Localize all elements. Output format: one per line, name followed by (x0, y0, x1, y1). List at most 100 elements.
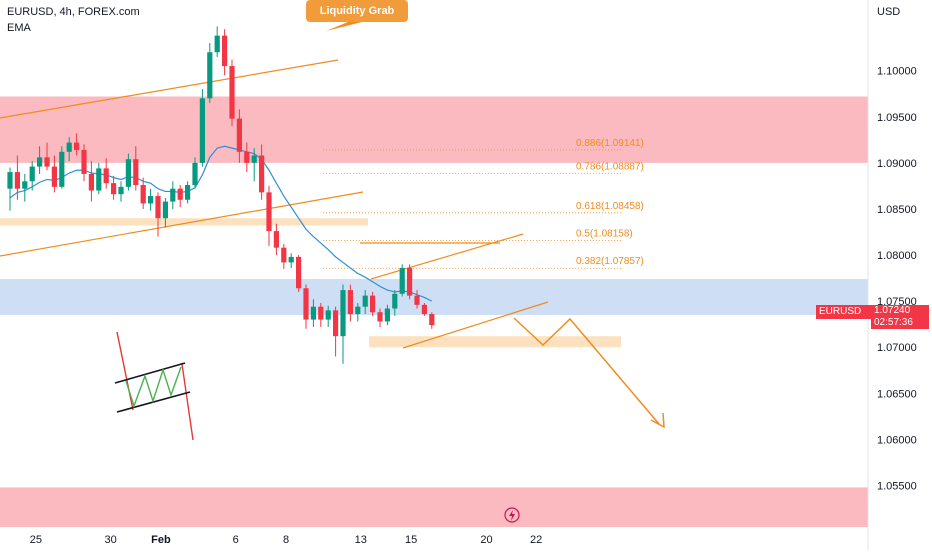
ema-layer (9, 145, 433, 302)
candle-body (207, 52, 213, 99)
time-axis-tick: 8 (283, 534, 289, 546)
flag-zigzag (125, 366, 182, 409)
axes-layer: 1.055001.060001.065001.070001.075001.080… (30, 0, 917, 550)
candle-body (199, 98, 205, 163)
candle-body (162, 201, 168, 219)
price-axis-tick: 1.07000 (877, 342, 917, 354)
callout-pointer (326, 22, 362, 31)
trendlines-layer (0, 22, 549, 349)
candle-body (37, 157, 43, 167)
price-axis-tick: 1.10000 (877, 66, 917, 78)
candle-body (377, 312, 383, 322)
projection-arrowhead (650, 412, 665, 429)
candle-body (318, 306, 324, 320)
candle-body (185, 184, 191, 200)
candle-body (362, 295, 368, 307)
candle-body (140, 184, 146, 204)
candle-body (384, 308, 390, 322)
time-axis-tick: 15 (405, 534, 417, 546)
candle-body (192, 162, 198, 185)
price-axis-tick: 1.08000 (877, 250, 917, 262)
last-price-badge: 1.07240 02:57:36 (871, 305, 929, 329)
time-axis-tick: 25 (30, 534, 42, 546)
time-axis-tick: 30 (105, 534, 117, 546)
candle-body (266, 192, 272, 232)
pair-price-badge: EURUSD (816, 305, 872, 319)
candle-body (273, 231, 279, 248)
liquidity-grab-callout[interactable]: Liquidity Grab (306, 0, 408, 22)
projection-path (513, 317, 660, 425)
candle-body (88, 173, 94, 191)
candle-body (429, 314, 435, 326)
candle-body (214, 35, 220, 53)
supply-zone (0, 96, 868, 163)
bar-countdown: 02:57:36 (874, 317, 913, 328)
time-axis-tick: 22 (530, 534, 542, 546)
lightning-icon (504, 507, 520, 523)
price-axis-tick: 1.06500 (877, 388, 917, 400)
time-axis-tick: Feb (151, 534, 171, 546)
flag-pole (116, 331, 134, 411)
candle-body (281, 247, 287, 263)
candle-body (14, 172, 20, 189)
demand-zone (0, 279, 868, 315)
candle-body (29, 166, 35, 182)
channel-upper (370, 233, 524, 280)
zones-layer (0, 96, 868, 527)
fib-level-label: 0.382(1.07857) (576, 256, 644, 267)
candle-body (392, 293, 398, 309)
support-zone (0, 218, 368, 226)
candle-body (177, 188, 183, 200)
candle-body (155, 196, 161, 219)
candle-body (44, 157, 50, 167)
candle-body (222, 35, 228, 67)
price-axis-tick: 1.05500 (877, 481, 917, 493)
candle-body (7, 172, 13, 189)
ema-indicator-label[interactable]: EMA (7, 22, 31, 34)
candle-body (118, 186, 124, 195)
candle-body (399, 267, 405, 294)
price-axis-tick: 1.09500 (877, 112, 917, 124)
lightning-bolt (509, 510, 515, 521)
time-axis-tick: 20 (480, 534, 492, 546)
flag-lower-edge (116, 391, 191, 413)
candle-body (288, 256, 294, 263)
flag-upper-edge (114, 362, 186, 384)
candle-body (103, 168, 109, 184)
fib-level-label: 0.886(1.09141) (576, 138, 644, 149)
fib-level-label: 0.786(1.08887) (576, 161, 644, 172)
candle-body (244, 151, 250, 163)
supply-low-zone (0, 487, 868, 527)
candle-body (259, 155, 265, 193)
fibonacci-layer: 0.886(1.09141) 0.786(1.08887) 0.618(1.0845… (323, 138, 644, 269)
currency-label: USD (877, 6, 901, 18)
candle-body (66, 142, 72, 152)
candle-body (51, 166, 57, 187)
price-axis-tick: 1.08500 (877, 204, 917, 216)
candle-body (414, 295, 420, 305)
trendline-upper (0, 59, 339, 119)
price-axis-tick: 1.06000 (877, 434, 917, 446)
candle-body (59, 151, 65, 187)
symbol-title[interactable]: EURUSD, 4h, FOREX.com (7, 6, 140, 18)
candle-body (96, 168, 102, 191)
price-axis-tick: 1.09000 (877, 158, 917, 170)
trendline-lower (0, 191, 364, 257)
drawings-layer (114, 317, 665, 523)
candle-body (370, 295, 376, 313)
candle-body (303, 288, 309, 320)
support-2-zone (369, 336, 621, 348)
fib-level-label: 0.5(1.08158) (576, 228, 633, 239)
candle-body (81, 149, 87, 174)
ema-line (9, 145, 433, 302)
time-axis-tick: 6 (233, 534, 239, 546)
candle-body (251, 155, 257, 163)
flag-drop (181, 363, 194, 441)
candle-body (236, 118, 242, 152)
candle-body (170, 188, 176, 202)
candle-body (111, 183, 117, 195)
candle-body (133, 159, 139, 185)
time-axis-tick: 13 (355, 534, 367, 546)
